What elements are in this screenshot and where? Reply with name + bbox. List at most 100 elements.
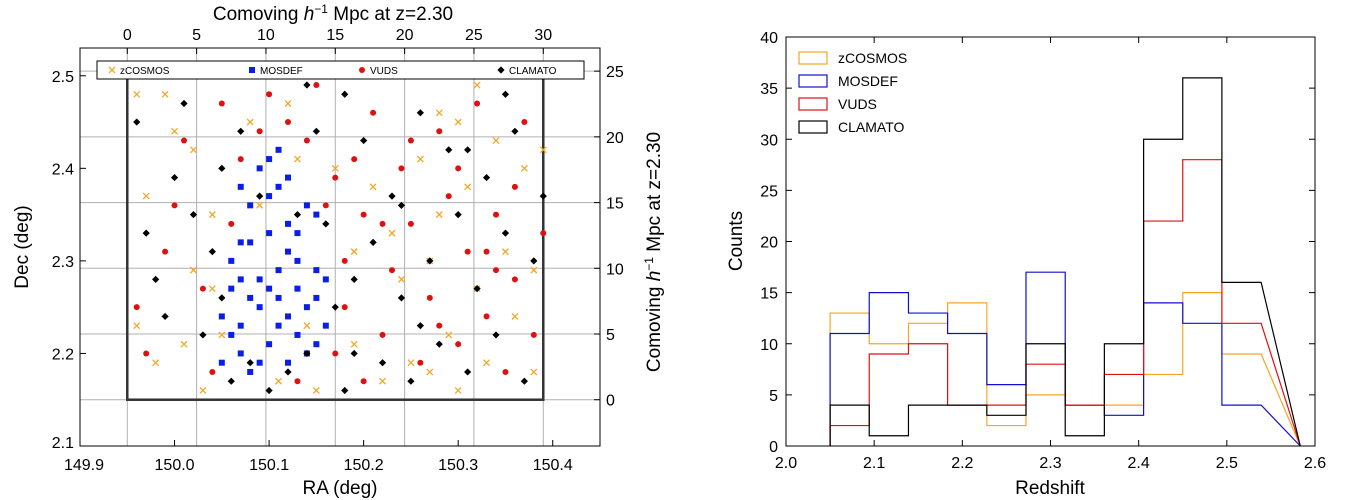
histogram-step-clamato (829, 77, 1301, 447)
plot-frame-left (79, 47, 601, 447)
x-tick-label: 149.9 (64, 457, 104, 474)
scatter-point-mosdef (294, 230, 301, 237)
top-tick-label: 25 (465, 27, 483, 44)
scatter-point-mosdef (294, 331, 301, 338)
scatter-point-clamato (331, 303, 339, 311)
top-tick-label: 0 (123, 27, 132, 44)
legend-label: VUDS (838, 96, 877, 112)
legend-swatch-zcosmos (798, 51, 828, 65)
scatter-point-clamato (416, 109, 424, 117)
scatter-point-clamato (218, 294, 226, 302)
scatter-point-clamato (303, 349, 311, 358)
scatter-point-vuds (493, 211, 499, 218)
scatter-point-mosdef (285, 359, 291, 366)
scatter-point-clamato (407, 377, 415, 385)
legend-marker-zcosmos (108, 66, 116, 74)
top-tick-label: 20 (396, 27, 414, 44)
scatter-point-mosdef (228, 257, 235, 264)
scatter-point-mosdef (322, 322, 329, 329)
scatter-point-vuds (407, 220, 414, 227)
scatter-point-vuds (237, 156, 244, 163)
scatter-point-mosdef (313, 267, 320, 274)
scatter-point-zcosmos (530, 266, 538, 274)
scatter-point-zcosmos (284, 100, 292, 107)
scatter-point-zcosmos (379, 377, 387, 385)
scatter-point-zcosmos (369, 183, 377, 191)
scatter-point-vuds (379, 220, 386, 227)
scatter-point-mosdef (256, 276, 263, 283)
legend-label: CLAMATO (509, 66, 557, 77)
scatter-point-vuds (455, 165, 462, 172)
scatter-point-zcosmos (483, 359, 491, 367)
legend-swatch-vuds (798, 97, 828, 111)
scatter-point-vuds (483, 313, 490, 320)
scatter-point-vuds (181, 137, 187, 144)
legend-label: zCOSMOS (120, 66, 170, 77)
x-axis-label: RA (deg) (303, 478, 378, 499)
x-tick-label: 150.2 (344, 457, 384, 474)
scatter-point-mosdef (294, 257, 301, 264)
scatter-point-mosdef (247, 239, 254, 246)
legend-label: MOSDEF (838, 73, 898, 89)
scatter-point-clamato (293, 211, 302, 219)
scatter-point-mosdef (266, 341, 273, 348)
scatter-point-mosdef (275, 146, 282, 153)
scatter-point-zcosmos (133, 322, 141, 330)
y-tick-label: 40 (760, 30, 778, 47)
scatter-point-vuds (493, 267, 499, 274)
scatter-point-vuds (455, 341, 462, 348)
scatter-point-mosdef (322, 276, 329, 283)
scatter-point-clamato (142, 229, 150, 237)
scatter-point-mosdef (275, 183, 282, 190)
scatter-point-zcosmos (407, 359, 415, 367)
x-tick-label: 150.0 (155, 457, 195, 474)
scatter-point-mosdef (237, 350, 244, 357)
scatter-point-clamato (539, 192, 547, 200)
scatter-point-vuds (530, 331, 537, 338)
scatter-point-clamato (378, 359, 387, 367)
scatter-point-vuds (322, 202, 329, 209)
scatter-point-vuds (370, 109, 377, 116)
scatter-point-mosdef (275, 294, 282, 301)
scatter-point-clamato (482, 173, 491, 182)
scatter-point-vuds (294, 378, 301, 385)
scatter-point-zcosmos (454, 118, 462, 126)
scatter-point-zcosmos (464, 183, 472, 191)
y-tick-label: 15 (760, 286, 778, 303)
scatter-point-clamato (284, 368, 292, 376)
scatter-point-clamato (464, 368, 472, 376)
scatter-point-mosdef (247, 368, 254, 375)
scatter-point-mosdef (285, 248, 291, 255)
scatter-point-zcosmos (303, 322, 311, 330)
legend-label: VUDS (370, 66, 398, 77)
right-axis-label: Comoving h−1 Mpc at z=2.30 (642, 132, 665, 372)
scatter-point-zcosmos (473, 81, 481, 89)
y-tick-label: 5 (769, 388, 778, 405)
scatter-point-zcosmos (256, 201, 264, 209)
scatter-point-vuds (303, 137, 310, 144)
right-tick-label: 10 (606, 261, 624, 278)
y-tick-label: 2.2 (52, 346, 74, 363)
scatter-point-clamato (492, 331, 500, 339)
legend-label: CLAMATO (838, 119, 904, 135)
x-tick-label: 150.3 (438, 457, 478, 474)
scatter-point-clamato (435, 340, 443, 348)
scatter-point-vuds (511, 183, 518, 190)
scatter-point-clamato (303, 81, 311, 89)
x-axis-label: Redshift (1015, 478, 1085, 499)
scatter-point-zcosmos (246, 118, 254, 126)
scatter-point-vuds (360, 211, 367, 218)
scatter-point-clamato (520, 377, 528, 385)
x-tick-label: 150.1 (249, 457, 289, 474)
scatter-point-zcosmos (312, 387, 320, 394)
scatter-point-mosdef (256, 304, 263, 311)
scatter-point-mosdef (256, 165, 263, 172)
x-tick-label: 2.0 (775, 455, 797, 472)
x-tick-label: 2.2 (951, 455, 973, 472)
scatter-point-mosdef (247, 202, 254, 209)
scatter-point-clamato (511, 127, 519, 135)
scatter-point-vuds (171, 202, 178, 209)
scatter-point-zcosmos (416, 155, 424, 163)
right-tick-label: 20 (606, 130, 624, 147)
scatter-point-zcosmos (492, 137, 500, 145)
